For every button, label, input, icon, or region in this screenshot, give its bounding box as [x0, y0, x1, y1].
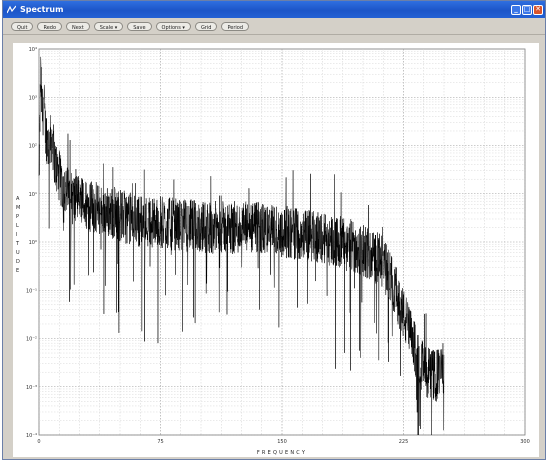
redo-button[interactable]: Redo: [37, 21, 63, 31]
y-axis-label-letter: U: [16, 250, 20, 256]
y-axis-label-letter: D: [16, 259, 20, 265]
options-menu-button[interactable]: Options ▾: [155, 21, 191, 31]
y-axis-label-letter: P: [16, 214, 19, 220]
y-axis-label-letter: A: [16, 196, 20, 202]
axis-ticks: 0 75 150 225 300 10⁻⁴ 10⁻³ 10⁻² 10⁻¹ 10⁰ 10¹ 10² 10³…: [26, 47, 530, 445]
spectrum-app-icon: [7, 5, 16, 14]
maximize-icon: □: [523, 5, 531, 13]
minimize-button[interactable]: _: [511, 4, 521, 15]
y-axis-label-letter: T: [15, 241, 20, 247]
y-tick-label: 10⁻³: [26, 385, 37, 391]
save-button[interactable]: Save: [127, 21, 152, 31]
plot-area[interactable]: 0 75 150 225 300 10⁻⁴ 10⁻³ 10⁻² 10⁻¹ 10⁰ 10¹ 10² 10³…: [13, 43, 539, 457]
window-title: Spectrum: [20, 5, 64, 14]
y-tick-label: 10²: [29, 144, 37, 150]
spectrum-chart[interactable]: 0 75 150 225 300 10⁻⁴ 10⁻³ 10⁻² 10⁻¹ 10⁰ 10¹ 10² 10³…: [13, 43, 539, 457]
quit-button[interactable]: Quit: [11, 21, 34, 31]
close-button[interactable]: ✕: [533, 4, 543, 15]
scale-menu-button[interactable]: Scale ▾: [93, 21, 124, 31]
title-bar[interactable]: Spectrum _ □ ✕: [3, 1, 545, 18]
y-tick-label: 10⁻⁴: [26, 433, 37, 439]
x-tick-label: 300: [520, 439, 530, 445]
x-tick-label: 75: [157, 439, 163, 445]
y-tick-label: 10¹: [29, 192, 37, 198]
y-tick-label: 10⁻²: [26, 337, 37, 343]
y-tick-label: 10⁻¹: [26, 288, 37, 294]
toolbar: Quit Redo Next Scale ▾ Save Options ▾ Gr…: [3, 18, 545, 35]
maximize-button[interactable]: □: [522, 4, 532, 15]
x-tick-label: 150: [277, 439, 287, 445]
x-tick-label: 225: [399, 439, 409, 445]
y-axis-label-letter: M: [16, 205, 20, 211]
y-axis-label-letter: L: [16, 223, 19, 229]
next-button[interactable]: Next: [66, 21, 90, 31]
minimize-icon: _: [514, 5, 518, 13]
x-axis-label: FREQUENCY: [257, 450, 307, 456]
spectrum-trace: [38, 56, 445, 436]
y-axis-label-letter: E: [16, 268, 19, 274]
period-button[interactable]: Period: [221, 21, 250, 31]
plot-grid: [38, 48, 526, 436]
spectrum-series: [38, 56, 445, 436]
y-tick-label: 10³: [29, 95, 37, 101]
y-tick-label: 10⁰: [29, 240, 37, 246]
y-axis-label-letter: I: [16, 232, 17, 238]
y-tick-label: 10⁴: [29, 47, 37, 53]
grid-button[interactable]: Grid: [194, 21, 218, 31]
close-icon: ✕: [535, 5, 541, 13]
x-tick-label: 0: [37, 439, 40, 445]
